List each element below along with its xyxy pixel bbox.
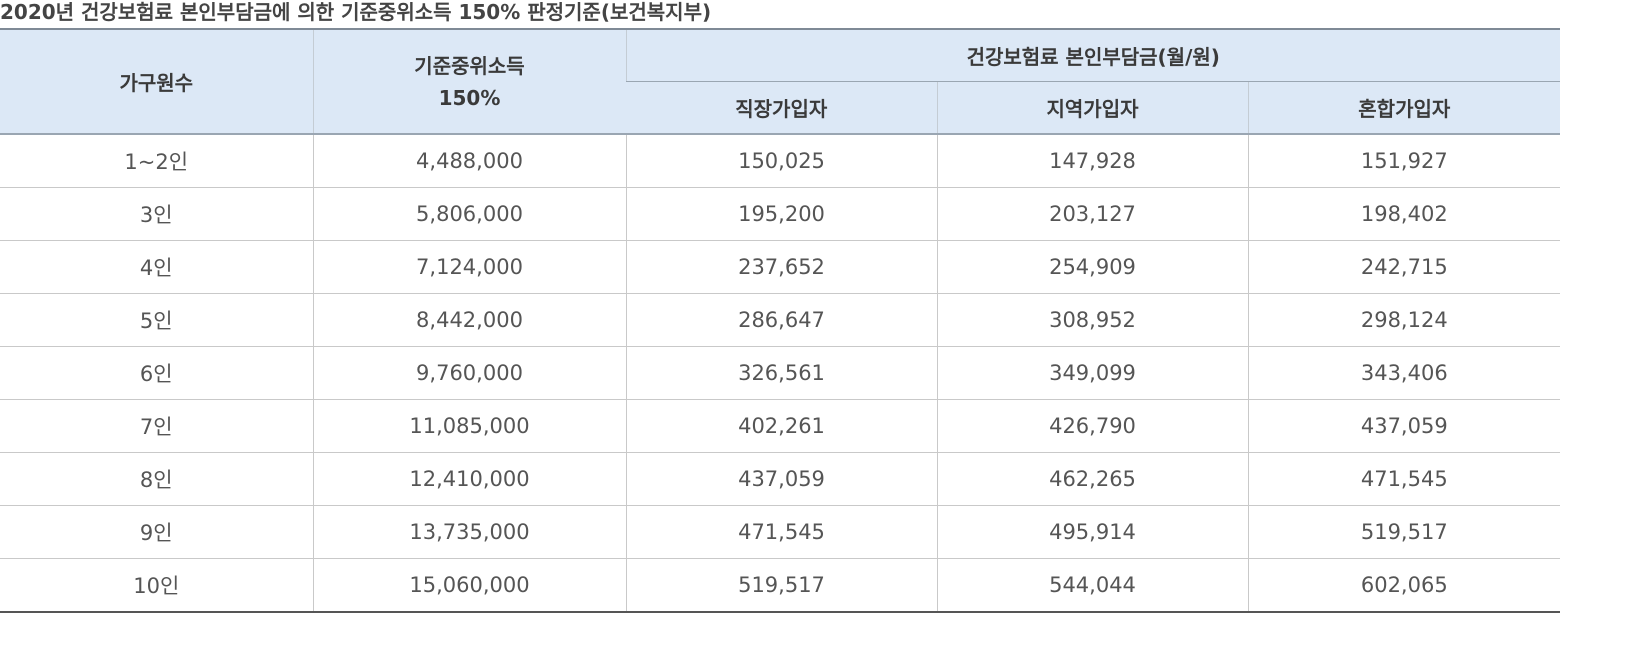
table-row: 10인 15,060,000 519,517 544,044 602,065 (0, 558, 1561, 612)
cell-regional: 462,265 (936, 452, 1248, 506)
cell-employee: 471,545 (625, 505, 937, 559)
cell-income: 13,735,000 (312, 505, 626, 559)
header-row-top: 가구원수 기준중위소득 150% 건강보험료 본인부담금(월/원) (0, 29, 1561, 135)
cell-employee: 519,517 (625, 558, 937, 612)
header-row-bottom: 직장가입자 지역가입자 혼합가입자 (0, 81, 1561, 135)
header-household: 가구원수 (0, 29, 313, 135)
cell-employee: 150,025 (625, 134, 937, 188)
table-body: 1~2인 4,488,000 150,025 147,928 151,927 3인 5,80… (0, 134, 1561, 612)
cell-regional: 495,914 (936, 505, 1248, 559)
table-row: 7인 11,085,000 402,261 426,790 437,059 (0, 399, 1561, 453)
cell-regional: 349,099 (936, 346, 1248, 400)
cell-mixed: 437,059 (1247, 399, 1561, 453)
table-header: 가구원수 기준중위소득 150% 건강보험료 본인부담금(월/원) 직장가입자 … (0, 29, 1561, 135)
cell-income: 9,760,000 (312, 346, 626, 400)
cell-mixed: 151,927 (1247, 134, 1561, 188)
header-premium-group: 건강보험료 본인부담금(월/원) (625, 29, 1561, 82)
header-median-income-line2: 150% (438, 85, 501, 110)
cell-mixed: 343,406 (1247, 346, 1561, 400)
table-caption: 2020년 건강보험료 본인부담금에 의한 기준중위소득 150% 판정기준(보… (0, 0, 712, 24)
cell-income: 15,060,000 (312, 558, 626, 612)
table-row: 6인 9,760,000 326,561 349,099 343,406 (0, 346, 1561, 400)
cell-income: 7,124,000 (312, 240, 626, 294)
cell-income: 11,085,000 (312, 399, 626, 453)
header-mixed: 혼합가입자 (1247, 81, 1561, 135)
table-row: 1~2인 4,488,000 150,025 147,928 151,927 (0, 134, 1561, 188)
cell-mixed: 602,065 (1247, 558, 1561, 612)
header-median-income-line1: 기준중위소득 (414, 53, 525, 78)
cell-regional: 308,952 (936, 293, 1248, 347)
header-regional: 지역가입자 (936, 81, 1248, 135)
cell-mixed: 471,545 (1247, 452, 1561, 506)
cell-employee: 286,647 (625, 293, 937, 347)
table-row: 3인 5,806,000 195,200 203,127 198,402 (0, 187, 1561, 241)
header-median-income: 기준중위소득 150% (312, 29, 626, 135)
cell-employee: 326,561 (625, 346, 937, 400)
cell-household: 8인 (0, 452, 313, 506)
cell-mixed: 242,715 (1247, 240, 1561, 294)
cell-regional: 544,044 (936, 558, 1248, 612)
cell-regional: 426,790 (936, 399, 1248, 453)
table-row: 8인 12,410,000 437,059 462,265 471,545 (0, 452, 1561, 506)
table-row: 4인 7,124,000 237,652 254,909 242,715 (0, 240, 1561, 294)
cell-household: 9인 (0, 505, 313, 559)
cell-household: 7인 (0, 399, 313, 453)
cell-regional: 203,127 (936, 187, 1248, 241)
cell-regional: 147,928 (936, 134, 1248, 188)
cell-regional: 254,909 (936, 240, 1248, 294)
cell-employee: 437,059 (625, 452, 937, 506)
cell-household: 10인 (133, 574, 180, 598)
cell-mixed: 519,517 (1247, 505, 1561, 559)
cell-income: 5,806,000 (312, 187, 626, 241)
cell-income: 8,442,000 (312, 293, 626, 347)
table-row: 5인 8,442,000 286,647 308,952 298,124 (0, 293, 1561, 347)
cell-mixed: 198,402 (1247, 187, 1561, 241)
cell-household: 3인 (0, 187, 313, 241)
cell-employee: 402,261 (625, 399, 937, 453)
cell-employee: 237,652 (625, 240, 937, 294)
cell-household: 6인 (0, 346, 313, 400)
cell-household: 4인 (0, 240, 313, 294)
cell-income: 12,410,000 (312, 452, 626, 506)
cell-employee: 195,200 (625, 187, 937, 241)
cell-income: 4,488,000 (312, 134, 626, 188)
income-criteria-table: 가구원수 기준중위소득 150% 건강보험료 본인부담금(월/원) 직장가입자 … (0, 28, 1561, 613)
cell-household: 1~2인 (0, 134, 313, 188)
header-employee: 직장가입자 (626, 81, 937, 135)
cell-mixed: 298,124 (1247, 293, 1561, 347)
table-row: 9인 13,735,000 471,545 495,914 519,517 (0, 505, 1561, 559)
cell-household: 5인 (0, 293, 313, 347)
